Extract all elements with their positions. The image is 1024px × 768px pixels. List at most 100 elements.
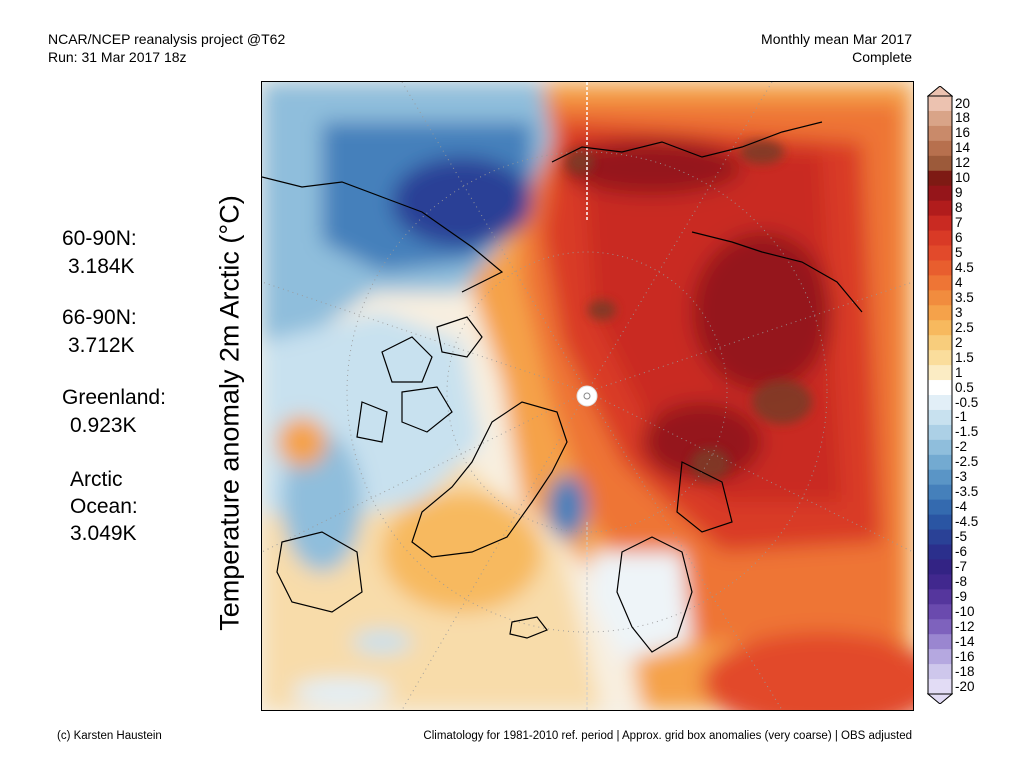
stat-greenland-label: Greenland:: [62, 386, 166, 409]
colorbar-swatch: [928, 499, 952, 516]
colorbar-swatch: [928, 469, 952, 486]
colorbar-swatch: [928, 529, 952, 545]
colorbar-label: 14: [955, 140, 971, 156]
colorbar-swatch: [928, 200, 952, 217]
colorbar-swatch: [928, 649, 952, 665]
colorbar-swatch: [928, 424, 952, 441]
colorbar-label: -3: [955, 469, 968, 485]
colorbar-swatch: [928, 155, 952, 172]
colorbar-label: -10: [955, 603, 975, 619]
stat-66-90n-label: 66-90N:: [62, 306, 137, 329]
north-pole-marker: [576, 385, 598, 407]
colorbar-swatch: [928, 335, 952, 351]
y-axis-label: Temperature anomaly 2m Arctic (°C): [214, 195, 245, 631]
colorbar-swatch: [928, 305, 952, 321]
colorbar-swatch: [928, 245, 952, 261]
colorbar-label: 2.5: [955, 319, 974, 335]
colorbar-swatch: [928, 439, 952, 456]
stat-60-90n-label: 60-90N:: [62, 227, 137, 250]
colorbar: [927, 86, 953, 704]
colorbar-label: -4: [955, 499, 968, 515]
colorbar-swatch: [928, 230, 952, 246]
colorbar-swatch: [928, 664, 952, 680]
colorbar-swatch: [928, 574, 952, 590]
colorbar-label: 9: [955, 185, 963, 201]
colorbar-label: 1.5: [955, 349, 974, 365]
colorbar-label: -7: [955, 558, 968, 574]
colorbar-swatch: [928, 679, 952, 695]
colorbar-swatch: [928, 380, 952, 396]
colorbar-swatch: [928, 544, 952, 560]
colorbar-label: 3.5: [955, 289, 974, 305]
colorbar-swatch: [928, 170, 952, 187]
colorbar-swatch: [928, 589, 952, 605]
colorbar-swatch: [928, 320, 952, 336]
colorbar-swatch: [928, 514, 952, 531]
anomaly-map[interactable]: [261, 81, 914, 711]
colorbar-label: -5: [955, 529, 968, 544]
colorbar-label: -1.5: [955, 424, 979, 440]
colorbar-swatch: [928, 365, 952, 381]
colorbar-swatch: [928, 409, 952, 426]
colorbar-label: 12: [955, 155, 971, 171]
colorbar-label: -2: [955, 439, 968, 455]
colorbar-label: -6: [955, 544, 968, 559]
colorbar-label: 18: [955, 110, 971, 126]
colorbar-swatch: [928, 619, 952, 635]
colorbar-label: -18: [955, 663, 975, 679]
colorbar-swatch: [928, 96, 952, 112]
colorbar-label: -12: [955, 618, 975, 634]
colorbar-label: 5: [955, 245, 963, 260]
colorbar-label: 10: [955, 170, 971, 186]
colorbar-swatch: [928, 484, 952, 501]
stat-arctic-ocean-label-2: Ocean:: [70, 495, 138, 518]
colorbar-swatch: [928, 125, 952, 142]
colorbar-label: 2: [955, 334, 963, 350]
colorbar-label: -14: [955, 633, 975, 649]
colorbar-swatch: [928, 185, 952, 202]
colorbar-top-arrow: [927, 86, 953, 97]
footer-note: Climatology for 1981-2010 ref. period | …: [423, 730, 912, 742]
stat-arctic-ocean-label-1: Arctic: [70, 468, 123, 491]
anomaly-map-graphic: [262, 82, 913, 710]
colorbar-label: 7: [955, 215, 963, 231]
colorbar-swatch: [928, 395, 952, 411]
colorbar-label: 6: [955, 230, 963, 245]
colorbar-label: -4.5: [955, 514, 979, 530]
colorbar-label: 4.5: [955, 259, 974, 275]
stat-66-90n-value: 3.712K: [68, 334, 135, 357]
colorbar-label: 8: [955, 200, 963, 216]
colorbar-label: -9: [955, 588, 968, 604]
colorbar-label: 4: [955, 274, 963, 290]
colorbar-label: -3.5: [955, 484, 979, 500]
colorbar-swatch: [928, 290, 952, 306]
colorbar-label: -8: [955, 573, 968, 589]
colorbar-swatch: [928, 454, 952, 471]
colorbar-swatch: [928, 275, 952, 291]
colorbar-swatch: [928, 634, 952, 650]
colorbar-swatch: [928, 110, 952, 127]
header-source: NCAR/NCEP reanalysis project @T62: [48, 31, 286, 47]
colorbar-label: -0.5: [955, 394, 979, 410]
colorbar-label: -20: [955, 678, 975, 694]
header-period: Monthly mean Mar 2017: [761, 31, 912, 47]
stat-greenland-value: 0.923K: [70, 414, 137, 437]
colorbar-label: 0.5: [955, 379, 974, 395]
colorbar-swatch: [928, 140, 952, 157]
stat-arctic-ocean-value: 3.049K: [70, 522, 137, 545]
colorbar-label: -16: [955, 648, 975, 664]
header-run-time: Run: 31 Mar 2017 18z: [48, 49, 187, 65]
stat-60-90n-value: 3.184K: [68, 255, 135, 278]
colorbar-label: -2.5: [955, 454, 979, 470]
colorbar-label: 16: [955, 125, 971, 141]
colorbar-bottom-arrow: [927, 693, 953, 704]
colorbar-label: 3: [955, 304, 963, 320]
colorbar-swatch: [928, 559, 952, 575]
colorbar-label: 1: [955, 364, 963, 380]
colorbar-label: 20: [955, 95, 971, 111]
colorbar-swatch: [928, 604, 952, 620]
colorbar-swatch: [928, 215, 952, 232]
footer-credit: (c) Karsten Haustein: [57, 730, 162, 742]
colorbar-swatch: [928, 350, 952, 366]
colorbar-swatch: [928, 260, 952, 276]
